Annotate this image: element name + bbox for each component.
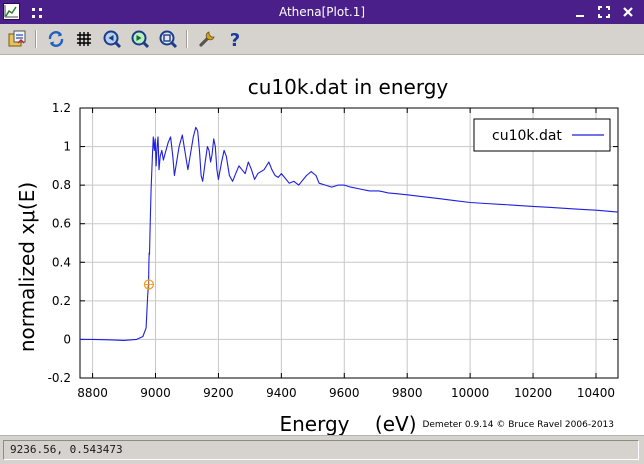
toolbar-separator: [186, 30, 188, 48]
y-tick-label: 0.4: [52, 255, 71, 269]
svg-text:?: ?: [230, 30, 240, 50]
window-title: Athena[Plot.1]: [278, 5, 366, 19]
title-bar[interactable]: Athena[Plot.1]: [0, 0, 644, 24]
plot-frame: [79, 107, 619, 379]
x-axis-label: Energy (eV): [279, 412, 416, 435]
maximize-icon[interactable]: [596, 4, 612, 20]
zoom-back-icon[interactable]: [101, 28, 123, 50]
app-chart-icon[interactable]: [3, 3, 20, 20]
x-tick-label: 10000: [451, 386, 489, 400]
refresh-icon[interactable]: [45, 28, 67, 50]
chart-title: cu10k.dat in energy: [248, 75, 449, 99]
x-tick-label: 10400: [577, 386, 615, 400]
y-tick-label: 1: [63, 140, 71, 154]
zoom-forward-icon[interactable]: [129, 28, 151, 50]
y-tick-label: 0.6: [52, 217, 71, 231]
x-tick-label: 9600: [329, 386, 360, 400]
y-tick-label: 0.2: [52, 294, 71, 308]
y-tick-label: -0.2: [48, 371, 71, 385]
x-tick-label: 9400: [266, 386, 297, 400]
y-tick-label: 0: [63, 332, 71, 346]
legend-entry-label: cu10k.dat: [492, 128, 562, 144]
x-tick-label: 10200: [514, 386, 552, 400]
zoom-fit-icon[interactable]: [157, 28, 179, 50]
y-tick-label: 0.8: [52, 178, 71, 192]
status-bar: 9236.56, 0.543473: [0, 435, 644, 464]
series-line-cu10k: [80, 126, 619, 341]
axis-ticks: 8800 9000 9200 9400 9600 9800 10000 10200 10400 -…: [48, 101, 618, 400]
series-layer: [80, 126, 619, 341]
x-tick-label: 9200: [203, 386, 234, 400]
plot-area[interactable]: 8800 9000 9200 9400 9600 9800 10000 10200 10400 -…: [0, 55, 644, 436]
y-axis-label: normalized xμ(E): [15, 182, 39, 352]
x-tick-label: 9000: [140, 386, 171, 400]
close-icon[interactable]: [620, 4, 636, 20]
settings-wrench-icon[interactable]: [196, 28, 218, 50]
cursor-coordinates: 9236.56, 0.543473: [3, 440, 639, 460]
save-icon[interactable]: [6, 28, 28, 50]
legend: cu10k.dat: [473, 118, 611, 152]
minimize-icon[interactable]: [572, 4, 588, 20]
help-icon[interactable]: ?: [224, 28, 246, 51]
grid-icon[interactable]: [73, 28, 95, 50]
e0-marker: [143, 279, 155, 290]
credit-text: Demeter 0.9.14 © Bruce Ravel 2006-2013: [422, 420, 614, 430]
toolbar: ?: [0, 24, 644, 55]
x-tick-label: 9800: [392, 386, 423, 400]
x-tick-label: 8800: [77, 386, 108, 400]
window-menu-icon[interactable]: [30, 5, 44, 19]
xanes-chart[interactable]: 8800 9000 9200 9400 9600 9800 10000 10200 10400 -…: [0, 55, 644, 436]
toolbar-separator: [35, 30, 37, 48]
y-tick-label: 1.2: [52, 101, 71, 115]
